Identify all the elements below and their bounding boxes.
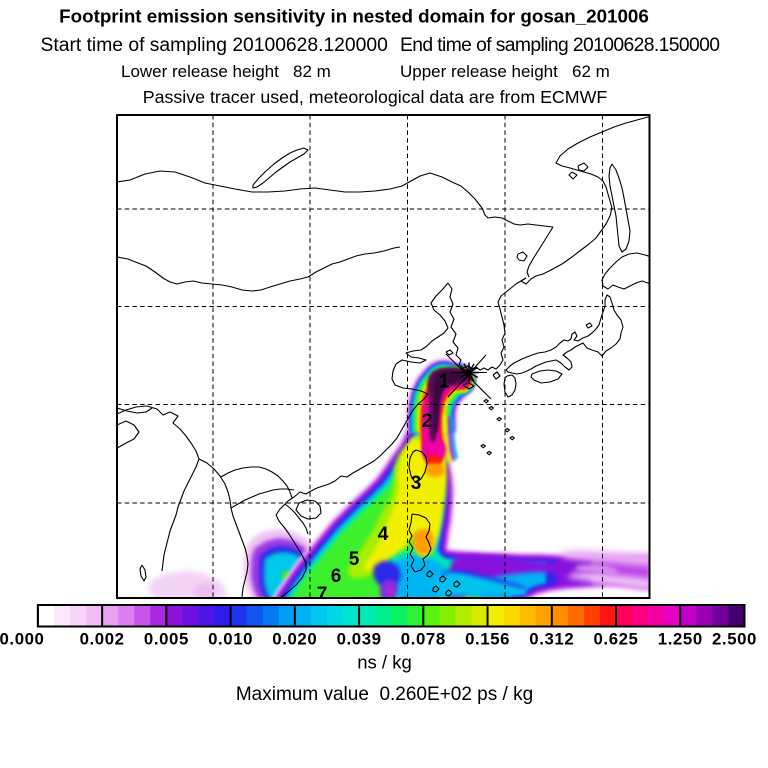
svg-text:Upper release height 62 m: Upper release height 62 m xyxy=(400,62,610,81)
svg-text:Footprint emission sensitivity: Footprint emission sensitivity in nested… xyxy=(59,6,649,27)
svg-text:3: 3 xyxy=(411,473,422,494)
svg-text:2.500: 2.500 xyxy=(712,630,757,649)
svg-text:Passive tracer used, meteorolo: Passive tracer used, meteorological data… xyxy=(143,87,608,107)
svg-text:0.039: 0.039 xyxy=(337,630,382,649)
svg-text:0.002: 0.002 xyxy=(80,630,125,649)
svg-text:0.312: 0.312 xyxy=(529,630,574,649)
svg-text:0.625: 0.625 xyxy=(594,630,639,649)
svg-text:4: 4 xyxy=(378,524,389,545)
svg-text:1.250: 1.250 xyxy=(658,630,703,649)
svg-text:Lower release height 82 m: Lower release height 82 m xyxy=(121,62,331,81)
svg-text:0.010: 0.010 xyxy=(208,630,253,649)
svg-text:0.005: 0.005 xyxy=(144,630,189,649)
svg-text:0.078: 0.078 xyxy=(401,630,446,649)
svg-text:0.000: 0.000 xyxy=(0,630,45,649)
svg-text:Maximum value 0.260E+02 ps /: Maximum value 0.260E+02 ps / kg xyxy=(236,684,533,705)
svg-text:1: 1 xyxy=(439,372,450,393)
svg-text:Start time of sampling 2010062: Start time of sampling 20100628.120000 xyxy=(41,35,388,56)
svg-text:6: 6 xyxy=(331,566,342,587)
svg-text:7: 7 xyxy=(317,584,328,605)
svg-text:0.156: 0.156 xyxy=(465,630,510,649)
svg-text:2: 2 xyxy=(422,411,433,432)
svg-text:0.020: 0.020 xyxy=(272,630,317,649)
svg-text:ns / kg: ns / kg xyxy=(357,652,412,673)
svg-text:5: 5 xyxy=(349,549,360,570)
svg-text:End time of sampling 20100628.: End time of sampling 20100628.150000 xyxy=(400,35,720,56)
